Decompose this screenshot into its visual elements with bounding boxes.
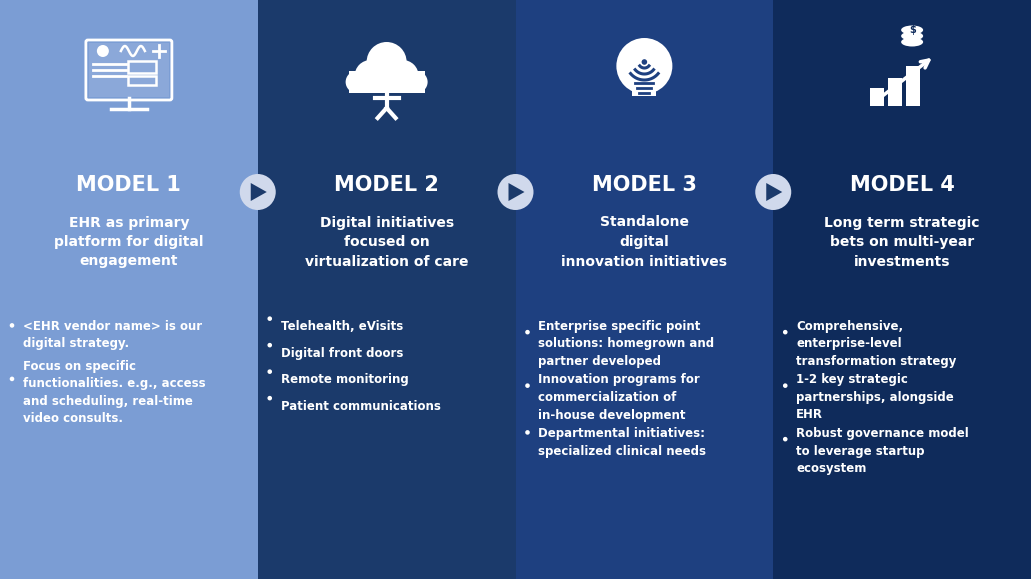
Circle shape <box>525 430 530 435</box>
Text: Innovation programs for
commercialization of
in-house development: Innovation programs for commercializatio… <box>538 373 700 422</box>
Circle shape <box>498 174 533 210</box>
Polygon shape <box>766 183 783 201</box>
FancyBboxPatch shape <box>348 71 425 93</box>
Text: Telehealth, eVisits: Telehealth, eVisits <box>280 320 403 333</box>
Ellipse shape <box>901 38 923 46</box>
Polygon shape <box>251 183 267 201</box>
FancyBboxPatch shape <box>870 88 885 106</box>
Text: Remote monitoring: Remote monitoring <box>280 373 408 386</box>
Circle shape <box>617 38 672 94</box>
Text: $: $ <box>908 25 916 35</box>
Circle shape <box>267 343 272 347</box>
Text: Standalone
digital
innovation initiatives: Standalone digital innovation initiative… <box>561 215 728 269</box>
Text: Digital front doors: Digital front doors <box>280 346 403 360</box>
Circle shape <box>267 316 272 321</box>
FancyBboxPatch shape <box>0 0 258 579</box>
Text: MODEL 3: MODEL 3 <box>592 175 697 195</box>
Text: 1-2 key strategic
partnerships, alongside
EHR: 1-2 key strategic partnerships, alongsid… <box>796 373 954 422</box>
Circle shape <box>525 330 530 335</box>
FancyBboxPatch shape <box>773 0 1031 579</box>
Text: Enterprise specific point
solutions: homegrown and
partner developed: Enterprise specific point solutions: hom… <box>538 320 714 368</box>
Circle shape <box>240 174 275 210</box>
Circle shape <box>379 79 394 93</box>
Text: MODEL 2: MODEL 2 <box>334 175 439 195</box>
FancyBboxPatch shape <box>888 78 902 106</box>
Text: Comprehensive,
enterprise-level
transformation strategy: Comprehensive, enterprise-level transfor… <box>796 320 957 368</box>
Text: MODEL 1: MODEL 1 <box>76 175 181 195</box>
Text: Robust governance model
to leverage startup
ecosystem: Robust governance model to leverage star… <box>796 427 969 475</box>
Text: EHR as primary
platform for digital
engagement: EHR as primary platform for digital enga… <box>54 215 204 269</box>
Circle shape <box>783 383 788 388</box>
Polygon shape <box>508 183 525 201</box>
Text: Departmental initiatives:
specialized clinical needs: Departmental initiatives: specialized cl… <box>538 427 706 457</box>
Circle shape <box>345 71 368 93</box>
Circle shape <box>9 376 14 381</box>
FancyBboxPatch shape <box>906 66 920 106</box>
Text: Focus on specific
functionalities. e.g., access
and scheduling, real-time
video : Focus on specific functionalities. e.g.,… <box>23 360 205 426</box>
Circle shape <box>783 437 788 441</box>
FancyBboxPatch shape <box>632 82 657 96</box>
Circle shape <box>405 71 428 93</box>
Ellipse shape <box>901 25 923 35</box>
Text: <EHR vendor name> is our
digital strategy.: <EHR vendor name> is our digital strateg… <box>23 320 202 350</box>
Circle shape <box>97 45 109 57</box>
Text: Long term strategic
bets on multi-year
investments: Long term strategic bets on multi-year i… <box>825 215 979 269</box>
Text: Digital initiatives
focused on
virtualization of care: Digital initiatives focused on virtualiz… <box>305 215 468 269</box>
Text: MODEL 4: MODEL 4 <box>850 175 955 195</box>
Circle shape <box>641 59 647 65</box>
Circle shape <box>387 60 419 92</box>
Circle shape <box>9 323 14 328</box>
FancyBboxPatch shape <box>89 43 169 97</box>
Circle shape <box>525 383 530 388</box>
Circle shape <box>756 174 791 210</box>
Circle shape <box>267 396 272 401</box>
Circle shape <box>367 42 406 82</box>
Text: Patient communications: Patient communications <box>280 400 440 412</box>
Circle shape <box>355 60 387 92</box>
FancyBboxPatch shape <box>516 0 773 579</box>
Circle shape <box>267 369 272 374</box>
FancyBboxPatch shape <box>258 0 516 579</box>
Circle shape <box>783 330 788 335</box>
Ellipse shape <box>901 31 923 41</box>
